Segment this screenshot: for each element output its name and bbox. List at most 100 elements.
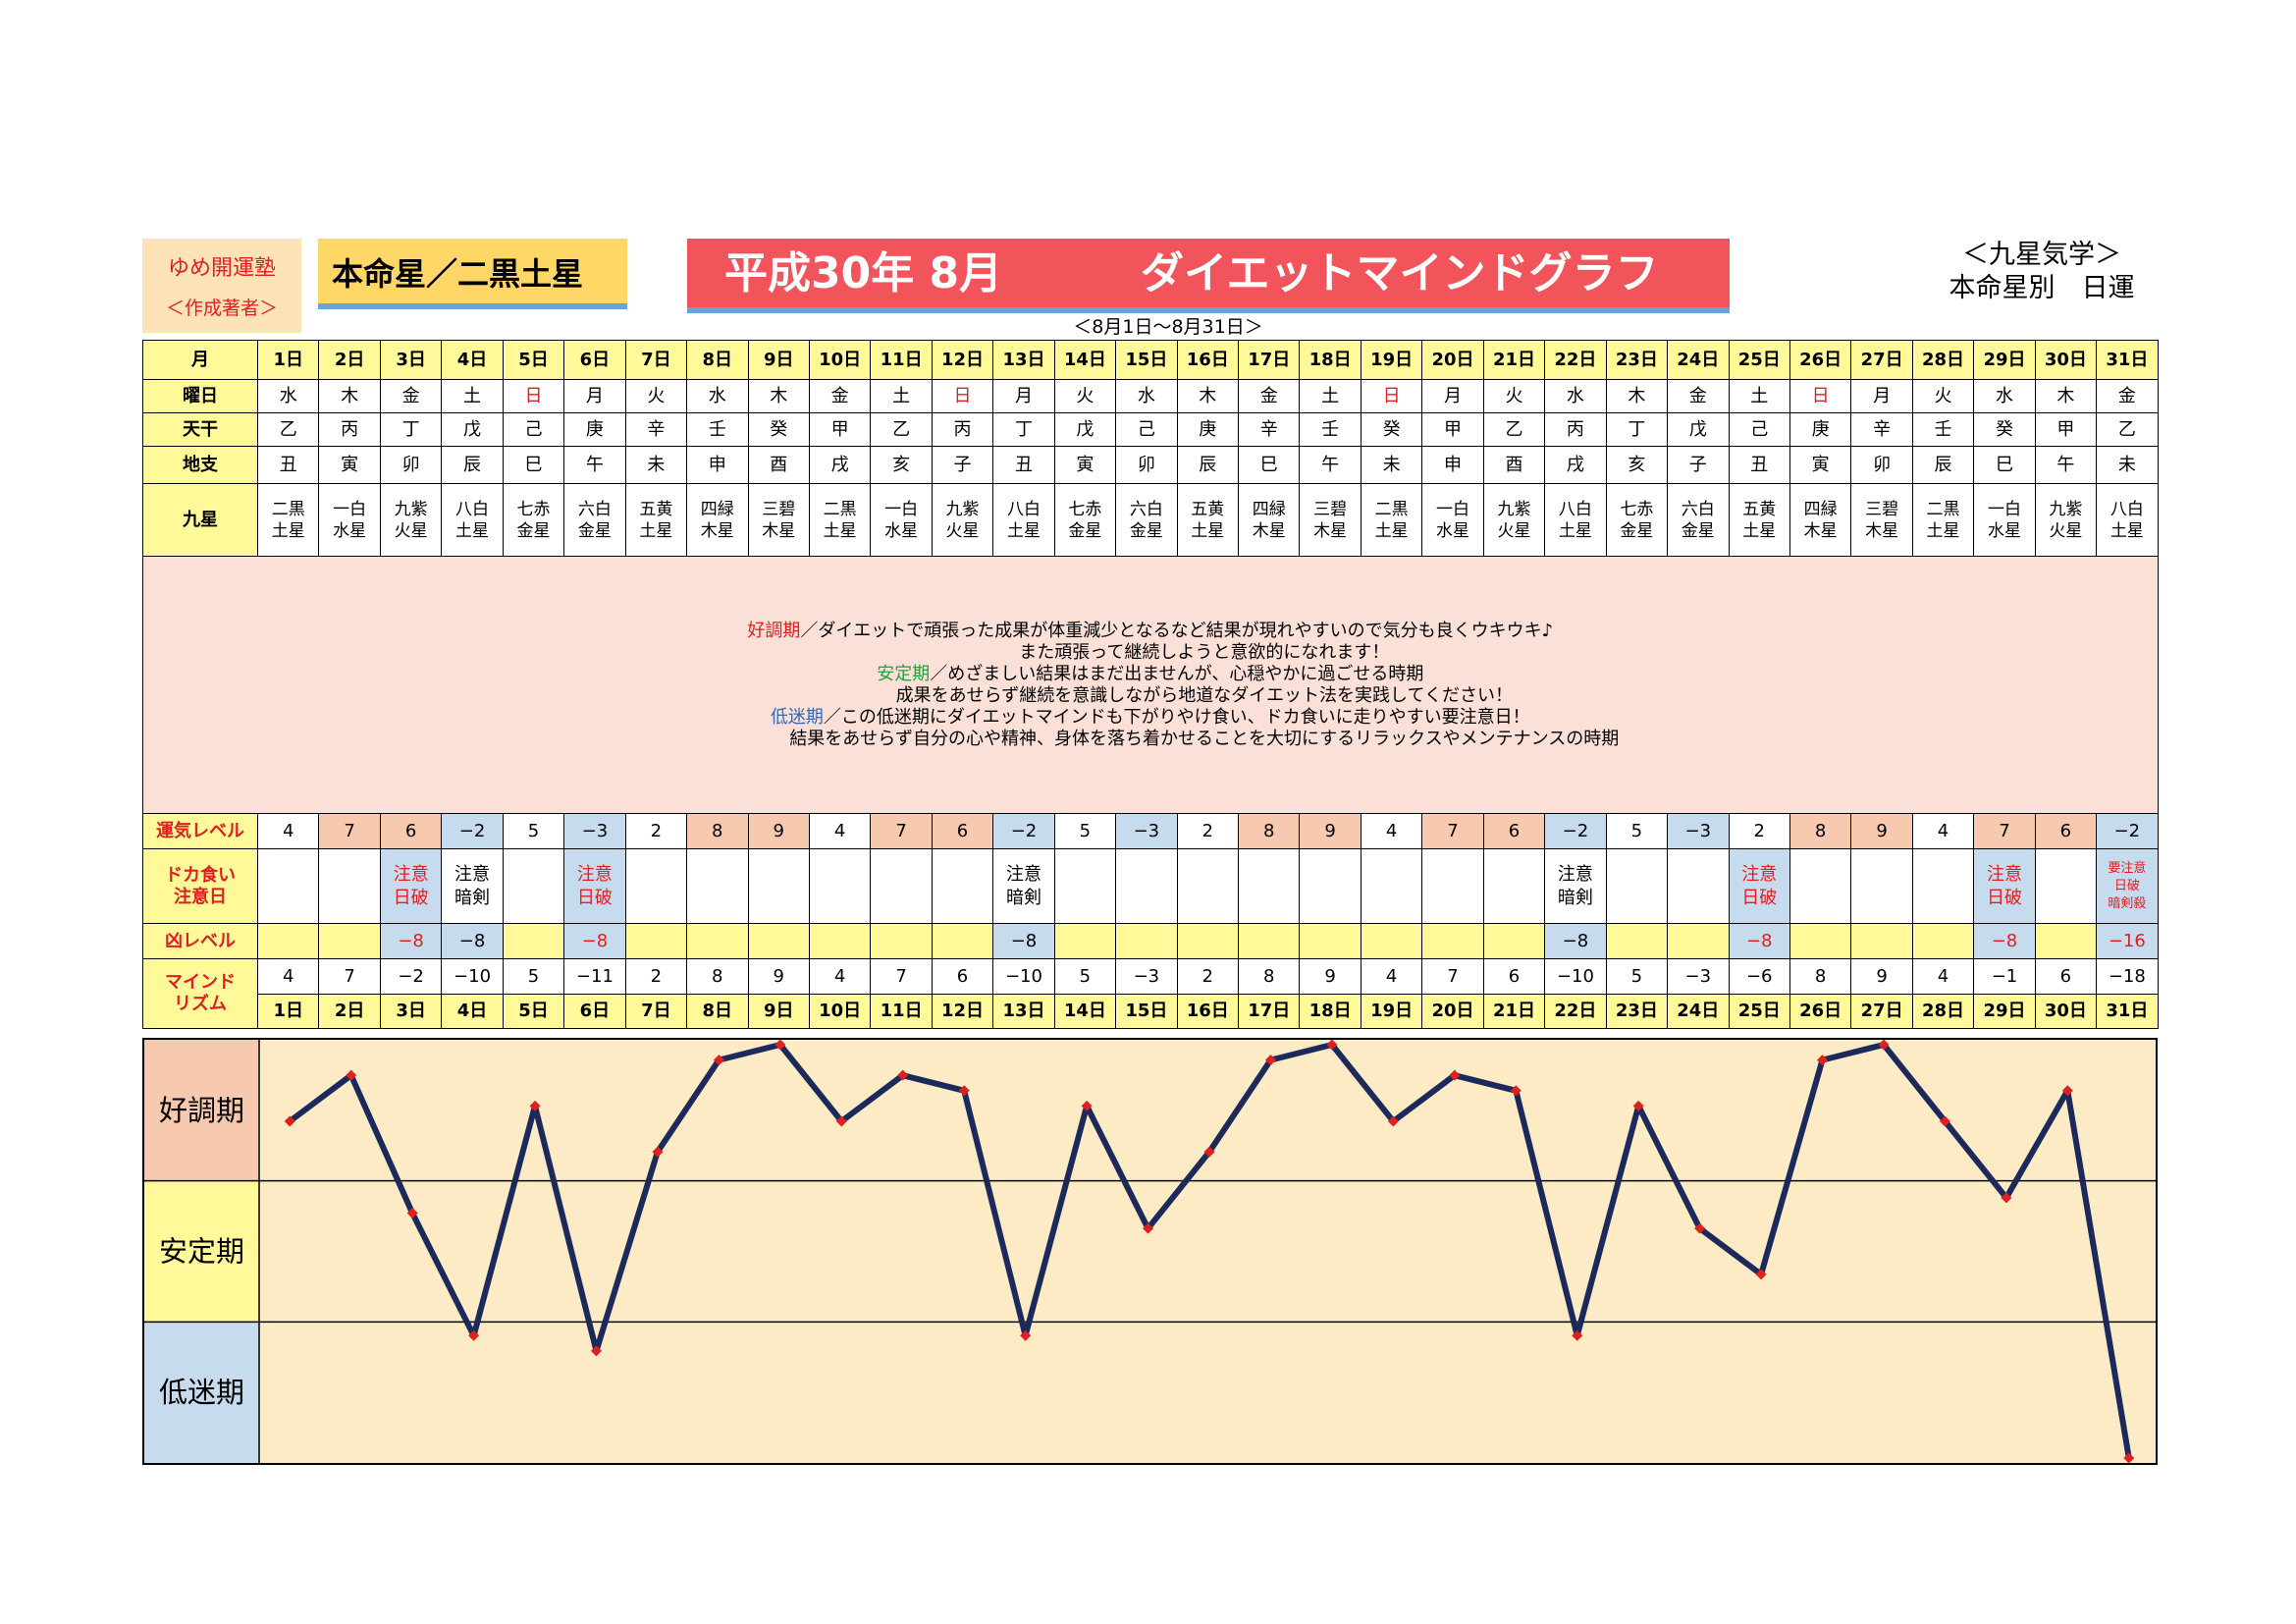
kyusei-cell: 一白 水星	[870, 483, 933, 557]
unki-cell: 2	[1176, 813, 1240, 849]
kyusei-text: 木星	[1865, 520, 1899, 541]
kyo-cell	[1360, 923, 1423, 959]
kyusei-cell: 一白 水星	[1421, 483, 1484, 557]
weekday-cell: 日	[931, 379, 994, 413]
unki-cell: −2	[1544, 813, 1607, 849]
author-box: ゆめ開運塾 ＜作成著者＞	[142, 239, 301, 333]
doka-cell: 要注意 日破 暗剣殺	[2096, 848, 2159, 924]
doka-text: 注意	[1986, 863, 2022, 885]
kyo-cell	[1911, 923, 1975, 959]
tenkan-row: 天干 乙丙丁戊己庚辛壬癸甲乙丙丁戊己庚辛壬癸甲乙丙丁戊己庚辛壬癸甲乙	[142, 412, 2159, 447]
doka-cell	[1115, 848, 1178, 924]
kocho-text-2: また頑張って継続しようと意欲的になれます！	[1019, 641, 1390, 663]
data-point	[529, 1100, 541, 1111]
tenkan-cell: 乙	[1482, 412, 1546, 447]
weekday-cell: 水	[1544, 379, 1607, 413]
doka-cell: 注意 暗剣	[992, 848, 1055, 924]
day-header-bottom: 9日	[747, 994, 810, 1029]
kyusei-cell: 八白 土星	[2096, 483, 2159, 557]
chishi-cell: 辰	[1176, 446, 1240, 484]
kyusei-cell: 四緑 木星	[686, 483, 749, 557]
chishi-cell: 寅	[1053, 446, 1117, 484]
period-description: 好調期／ダイエットで頑張った成果が体重減少となるなど結果が現れやすいので気分も良…	[142, 556, 2159, 814]
kyo-row: 凶レベル −8 −8 −8 −8 −8 −8 −8 −16	[142, 923, 2159, 959]
kyo-cell	[808, 923, 872, 959]
data-point	[1449, 1069, 1461, 1081]
day-header: 12日	[931, 340, 994, 380]
doka-cell	[1176, 848, 1240, 924]
kyusei-text: 水星	[333, 520, 367, 541]
kyusei-text: 土星	[639, 520, 673, 541]
tenkan-cell: 辛	[1237, 412, 1301, 447]
day-header: 5日	[502, 340, 565, 380]
kyo-cell	[502, 923, 565, 959]
day-header-bottom: 24日	[1667, 994, 1730, 1029]
kyusei-row: 九星 二黒 土星 一白 水星 九紫 火星 八白 土星 七赤 金星 六白 金星 五黄 土星 四緑 木星 三碧 木星二…	[142, 483, 2159, 557]
mind-label-1: マインド	[165, 972, 236, 993]
unki-cell: −3	[563, 813, 626, 849]
kyo-cell: −8	[1973, 923, 2036, 959]
weekday-cell: 水	[256, 379, 320, 413]
data-point	[958, 1085, 970, 1097]
tenkan-cell: 丙	[931, 412, 994, 447]
weekday-cell: 水	[1973, 379, 2036, 413]
day-header-bottom: 12日	[931, 994, 994, 1029]
desc-antei-line: 安定期／めざましい結果はまだ出ませんが、心穏やかに過ごせる時期	[143, 664, 2157, 685]
kyusei-text: 木星	[762, 520, 796, 541]
kyusei-text: 二黒	[271, 499, 305, 519]
data-point	[1572, 1329, 1583, 1341]
unki-cell: 5	[1605, 813, 1669, 849]
kyusei-cell: 三碧 木星	[1299, 483, 1362, 557]
kyusei-text: 三碧	[1865, 499, 1899, 519]
doka-text: 注意	[1557, 863, 1593, 885]
data-point	[1755, 1269, 1767, 1280]
mind-cell: 2	[1176, 958, 1240, 995]
unki-cell: −2	[992, 813, 1055, 849]
unki-cell: 4	[1911, 813, 1975, 849]
honmei-label: 本命星／二黒土星	[318, 239, 627, 309]
description-row: 好調期／ダイエットで頑張った成果が体重減少となるなど結果が現れやすいので気分も良…	[142, 556, 2159, 814]
doka-cell	[1850, 848, 1913, 924]
antei-text-2: 成果をあせらず継続を意識しながら地道なダイエット法を実践してください！	[895, 684, 1513, 706]
day-header-bottom: 13日	[992, 994, 1055, 1029]
kyo-cell: −8	[1544, 923, 1607, 959]
kyusei-text: 九紫	[1497, 499, 1531, 519]
tenkan-cell: 甲	[808, 412, 872, 447]
mind-cell: 7	[1421, 958, 1484, 995]
unki-cell: 9	[747, 813, 810, 849]
chishi-cell: 子	[1667, 446, 1730, 484]
chishi-cell: 丑	[1728, 446, 1790, 484]
calendar-table: 月 1日 2日 3日 4日 5日 6日 7日 8日 9日 10日 11日 12日 13日 14日 15日 16…	[142, 340, 2159, 1029]
kyusei-text: 金星	[1129, 520, 1163, 541]
mind-cell: 6	[1482, 958, 1546, 995]
kyusei-cell: 九紫 火星	[2034, 483, 2098, 557]
data-point	[1510, 1085, 1522, 1097]
mind-cell: 7	[870, 958, 933, 995]
date-range: ＜8月1日～8月31日＞	[1073, 316, 1263, 338]
tenkan-cell: 乙	[256, 412, 320, 447]
unki-row: 運気レベル 4 7 6 −2 5 −3 2 8 9 4 7 6 −2 5 −3 2 8 9 4 7 6 −2 5 −3 2 8 9 4…	[142, 813, 2159, 849]
weekday-cell: 月	[992, 379, 1055, 413]
day-header-bottom: 5日	[502, 994, 565, 1029]
day-header-bottom: 2日	[318, 994, 381, 1029]
tenkan-cell: 辛	[624, 412, 688, 447]
tenkan-cell: 丁	[992, 412, 1055, 447]
doka-cell	[1482, 848, 1546, 924]
doka-text: 日破	[576, 887, 613, 908]
day-header: 7日	[624, 340, 688, 380]
tenkan-cell: 乙	[2096, 412, 2159, 447]
teimei-label: 低迷期	[770, 706, 824, 728]
kyusei-cell: 四緑 木星	[1789, 483, 1852, 557]
doka-cell	[1237, 848, 1301, 924]
unki-cell: 7	[870, 813, 933, 849]
tenkan-cell: 丁	[1605, 412, 1669, 447]
kyusei-cell: 一白 水星	[318, 483, 381, 557]
tenkan-cell: 庚	[563, 412, 626, 447]
day-header: 9日	[747, 340, 810, 380]
mind-cell: 2	[624, 958, 688, 995]
kyusei-text: 水星	[1987, 520, 2021, 541]
tenkan-cell: 乙	[870, 412, 933, 447]
data-point	[468, 1329, 480, 1341]
kyo-cell	[2034, 923, 2098, 959]
kyusei-cell: 八白 土星	[441, 483, 504, 557]
